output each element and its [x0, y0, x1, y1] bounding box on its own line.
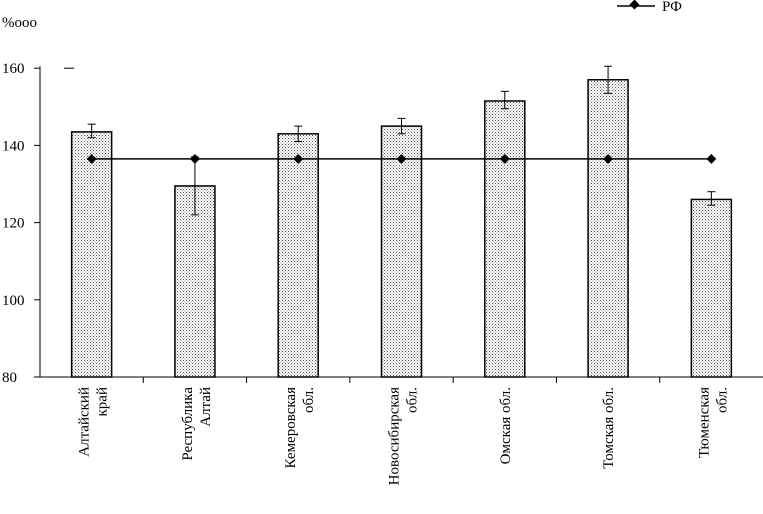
legend-marker: [629, 0, 640, 10]
category-label: обл.: [301, 387, 317, 413]
bar: [690, 198, 733, 378]
bar: [277, 133, 319, 378]
labels-layer: Алтайский край Республика Алтай Кемеровская о…: [77, 387, 731, 486]
y-tick-label: 80: [2, 370, 17, 386]
category-label: обл.: [714, 387, 730, 413]
category-label: Новосибирская: [387, 387, 403, 485]
category-label: край: [95, 387, 111, 416]
bar: [174, 185, 216, 378]
rf-point: [396, 153, 407, 164]
rf-point: [293, 153, 304, 164]
rf-line-layer: [86, 153, 717, 164]
rf-point: [189, 153, 200, 164]
rf-point: [603, 153, 614, 164]
category-label: Омская обл.: [498, 387, 514, 464]
axes-layer: 80 100 120 140 160: [2, 61, 763, 386]
y-tick-label: 100: [2, 293, 25, 309]
category-label: обл.: [405, 387, 421, 413]
category-label: Республика: [180, 387, 196, 461]
rf-point: [706, 153, 717, 164]
category-label: Тюменская: [696, 387, 712, 458]
y-tick-label: 120: [2, 216, 25, 232]
rf-point: [499, 153, 510, 164]
y-tick-label: 140: [2, 138, 25, 154]
category-label: Алтайский: [77, 387, 93, 457]
y-tick-label: 160: [2, 61, 25, 77]
bars-layer: [70, 65, 733, 378]
bar: [587, 79, 629, 378]
bar: [484, 100, 526, 378]
y-axis-unit: %ooo: [2, 15, 37, 31]
category-label: Алтай: [198, 387, 214, 427]
category-label: Томская обл.: [601, 387, 617, 469]
legend: РФ: [617, 0, 682, 15]
bar: [70, 131, 113, 378]
rf-point: [86, 153, 97, 164]
category-label: Кемеровская: [283, 387, 299, 469]
legend-label: РФ: [662, 0, 682, 15]
